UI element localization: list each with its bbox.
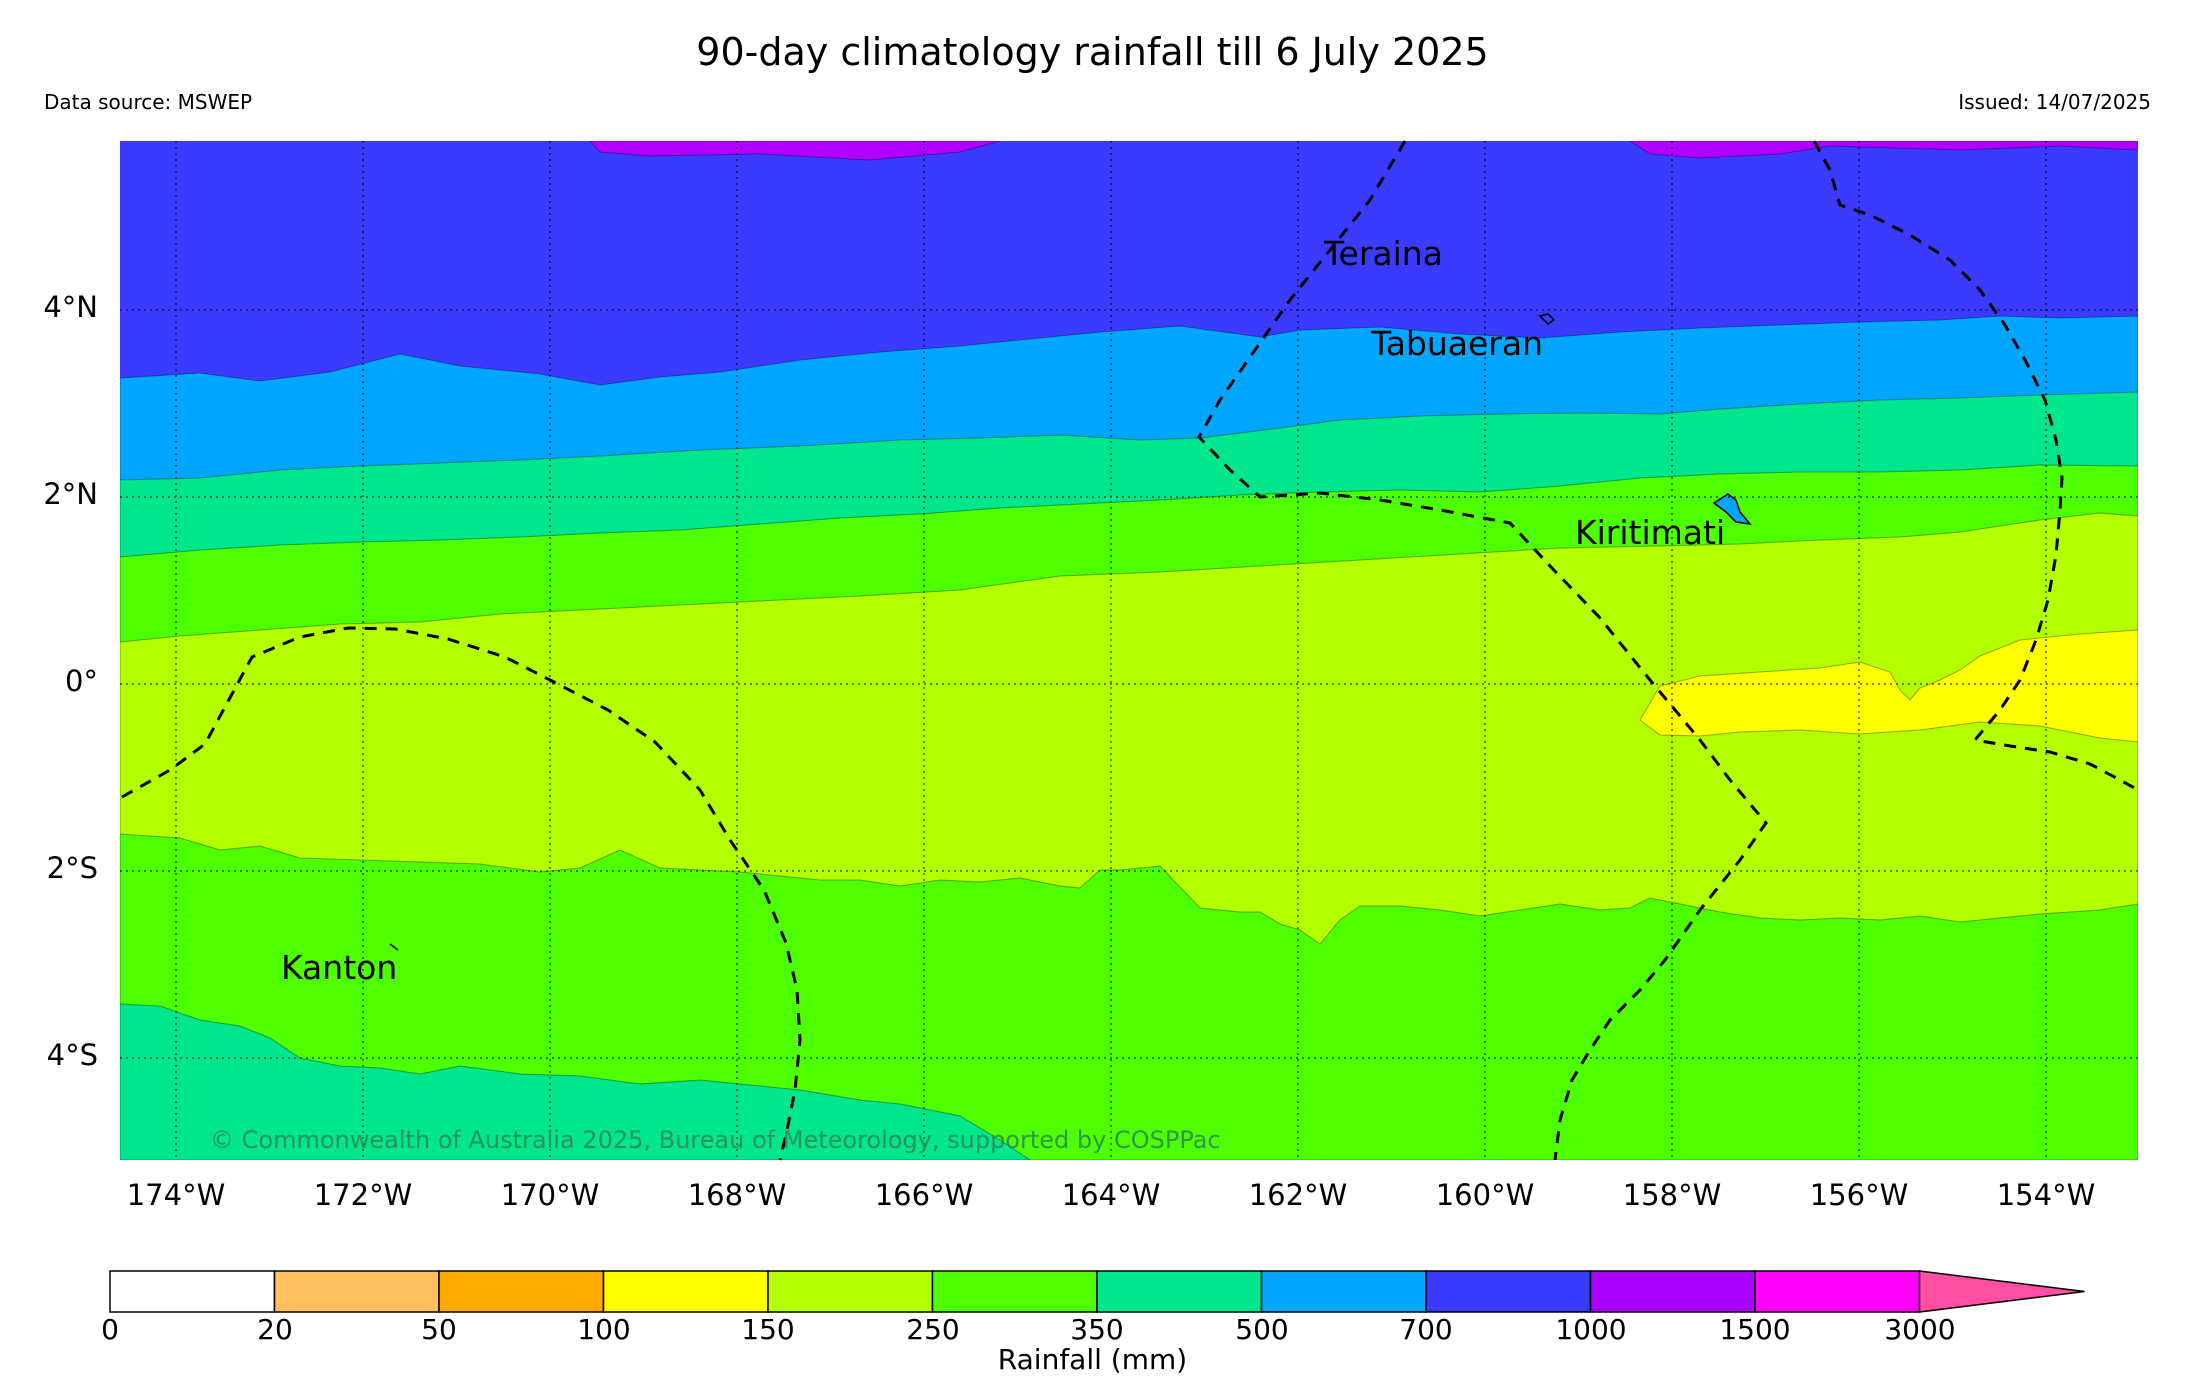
lon-label-164w: 164°W xyxy=(1061,1178,1161,1212)
tabuaeran-island-outline xyxy=(1538,313,1556,325)
rainfall-bands xyxy=(120,141,2138,1160)
lon-label-166w: 166°W xyxy=(874,1178,974,1212)
lon-label-174w: 174°W xyxy=(126,1178,226,1212)
band-100-150 xyxy=(1639,629,2138,743)
colorbar-segment-6 xyxy=(1096,1270,1263,1313)
lon-label-158w: 158°W xyxy=(1622,1178,1722,1212)
colorbar-segment-10 xyxy=(1754,1270,1921,1313)
colorbar-label-250: 250 xyxy=(906,1313,960,1346)
lat-label-4s: 4°S xyxy=(46,1038,98,1072)
lon-label-160w: 160°W xyxy=(1435,1178,1535,1212)
colorbar-segment-3 xyxy=(602,1270,769,1313)
colorbar-label-1500: 1500 xyxy=(1719,1313,1791,1346)
band-1000-1500-top-right xyxy=(1629,141,2138,159)
kanton-island-outline xyxy=(389,943,399,951)
colorbar-label-0: 0 xyxy=(101,1313,119,1346)
place-label-kiritimati: Kiritimati xyxy=(1575,513,1726,552)
eez-boundaries xyxy=(121,140,2139,1161)
colorbar-segment-9 xyxy=(1589,1270,1756,1313)
map-gridlines xyxy=(120,141,2138,1160)
place-label-tabuaeran: Tabuaeran xyxy=(1371,324,1544,363)
lon-label-168w: 168°W xyxy=(687,1178,787,1212)
lon-label-170w: 170°W xyxy=(500,1178,600,1212)
lat-label-0: 0° xyxy=(65,664,98,698)
colorbar-label-20: 20 xyxy=(257,1313,293,1346)
colorbar-segment-4 xyxy=(767,1270,934,1313)
lat-label-4n: 4°N xyxy=(43,290,98,324)
colorbar-segment-0 xyxy=(109,1270,276,1313)
eez-line-kanton xyxy=(121,626,802,1161)
lon-label-154w: 154°W xyxy=(1996,1178,2096,1212)
colorbar-segment-8 xyxy=(1425,1270,1592,1313)
colorbar-title: Rainfall (mm) xyxy=(997,1343,1188,1376)
colorbar-label-350: 350 xyxy=(1070,1313,1124,1346)
lat-label-2n: 2°N xyxy=(43,477,98,511)
colorbar-label-3000: 3000 xyxy=(1884,1313,1956,1346)
lon-label-172w: 172°W xyxy=(313,1178,413,1212)
colorbar-segment-1 xyxy=(273,1270,440,1313)
page-title: 90-day climatology rainfall till 6 July … xyxy=(696,30,1489,74)
place-label-kanton: Kanton xyxy=(281,948,398,987)
colorbar xyxy=(109,1270,2085,1313)
colorbar-label-1000: 1000 xyxy=(1555,1313,1627,1346)
colorbar-label-500: 500 xyxy=(1235,1313,1289,1346)
colorbar-label-100: 100 xyxy=(577,1313,631,1346)
lon-label-156w: 156°W xyxy=(1809,1178,1909,1212)
lat-label-2s: 2°S xyxy=(46,851,98,885)
eez-line-line-islands-north xyxy=(1197,140,1768,1161)
band-250-350-south xyxy=(120,833,2138,1160)
colorbar-extend-arrow xyxy=(1918,1270,2085,1313)
band-1000-1500-top xyxy=(589,141,1001,161)
band-350-500-south xyxy=(120,1003,1031,1160)
colorbar-segment-2 xyxy=(438,1270,605,1313)
colorbar-segment-5 xyxy=(931,1270,1098,1313)
data-source-label: Data source: MSWEP xyxy=(44,90,253,114)
colorbar-segment-7 xyxy=(1260,1270,1427,1313)
issued-date-label: Issued: 14/07/2025 xyxy=(1958,90,2151,114)
kiritimati-island-outline xyxy=(1712,493,1752,526)
colorbar-label-50: 50 xyxy=(421,1313,457,1346)
place-label-teraina: Teraina xyxy=(1324,234,1443,273)
colorbar-label-700: 700 xyxy=(1399,1313,1453,1346)
lon-label-162w: 162°W xyxy=(1248,1178,1348,1212)
colorbar-label-150: 150 xyxy=(741,1313,795,1346)
copyright-notice: © Commonwealth of Australia 2025, Bureau… xyxy=(210,1126,1221,1154)
